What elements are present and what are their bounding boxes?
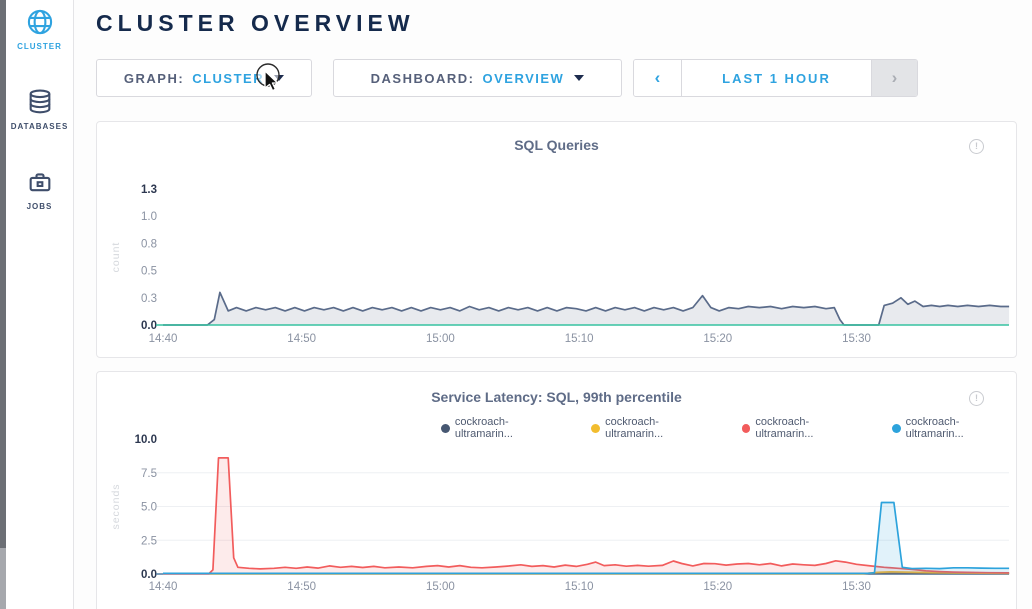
legend-item[interactable]: cockroach-ultramarin... bbox=[591, 416, 715, 440]
x-tick-label: 15:00 bbox=[426, 581, 455, 593]
series-area bbox=[163, 502, 1010, 574]
x-tick-label: 15:20 bbox=[703, 333, 732, 345]
globe-icon bbox=[27, 9, 52, 35]
service-latency-chart: 0.0 2.5 5.0 7.5 10.0 14:40 14:50 15:00 15:10 15:2… bbox=[110, 434, 1010, 593]
y-tick-label: 0.5 bbox=[141, 266, 157, 278]
y-tick-label: 1.0 bbox=[141, 211, 157, 223]
legend-dot-red bbox=[741, 423, 751, 433]
sidebar: CLUSTER DATABASES JOBS bbox=[6, 0, 74, 609]
y-tick-label: 1.3 bbox=[141, 184, 157, 196]
scrollbar-thumb[interactable] bbox=[0, 0, 6, 548]
legend-item[interactable]: cockroach-ultramarin... bbox=[741, 416, 866, 440]
y-axis-name: count bbox=[110, 242, 122, 273]
x-tick-label: 15:10 bbox=[565, 581, 594, 593]
info-icon[interactable]: ! bbox=[969, 391, 984, 406]
x-tick-label: 14:50 bbox=[287, 333, 316, 345]
x-tick-label: 14:40 bbox=[149, 581, 178, 593]
briefcase-icon bbox=[29, 173, 50, 192]
chart-title-service-latency: Service Latency: SQL, 99th percentile bbox=[431, 389, 682, 405]
dashboard-dropdown-value: OVERVIEW bbox=[482, 70, 565, 86]
chevron-down-icon bbox=[574, 75, 585, 81]
x-tick-label: 15:20 bbox=[703, 581, 732, 593]
chart-title-sql-queries: SQL Queries bbox=[514, 137, 599, 153]
series-line bbox=[163, 457, 1010, 575]
sidebar-item-jobs[interactable]: JOBS bbox=[6, 168, 73, 211]
info-icon[interactable]: ! bbox=[969, 139, 984, 154]
chart-legend: cockroach-ultramarin... cockroach-ultram… bbox=[441, 416, 1016, 440]
graph-dropdown-label: GRAPH: bbox=[123, 70, 185, 86]
x-tick-label: 15:10 bbox=[565, 333, 594, 345]
sql-queries-panel: SQL Queries ! 0.0 0.3 0.5 0.8 1.0 1.3 14:40 14:… bbox=[96, 121, 1017, 358]
sidebar-item-databases[interactable]: DATABASES bbox=[6, 88, 73, 131]
x-tick-label: 15:30 bbox=[842, 333, 871, 345]
sidebar-item-cluster[interactable]: CLUSTER bbox=[6, 8, 73, 51]
sidebar-item-label: CLUSTER bbox=[17, 42, 62, 51]
time-range-label[interactable]: LAST 1 HOUR bbox=[722, 70, 831, 86]
graph-dropdown[interactable]: GRAPH: CLUSTER bbox=[96, 59, 312, 97]
series-line bbox=[163, 291, 1010, 326]
y-tick-label: 7.5 bbox=[141, 468, 157, 480]
y-tick-label: 5.0 bbox=[141, 502, 157, 514]
legend-item[interactable]: cockroach-ultramarin... bbox=[441, 416, 565, 440]
x-tick-label: 15:30 bbox=[842, 581, 871, 593]
y-tick-label: 0.0 bbox=[141, 320, 157, 332]
dashboard-dropdown[interactable]: DASHBOARD: OVERVIEW bbox=[333, 59, 622, 97]
sidebar-item-label: DATABASES bbox=[10, 122, 69, 131]
dashboard-dropdown-label: DASHBOARD: bbox=[370, 70, 475, 86]
legend-dot-navy bbox=[441, 423, 450, 433]
x-tick-label: 14:50 bbox=[287, 581, 316, 593]
chevron-down-icon bbox=[274, 75, 285, 81]
left-scrollbar[interactable] bbox=[0, 0, 6, 609]
series-area bbox=[163, 292, 1010, 325]
y-tick-label: 2.5 bbox=[141, 535, 157, 547]
y-axis-name: seconds bbox=[110, 483, 122, 529]
legend-dot-blue bbox=[891, 423, 901, 433]
service-latency-panel: Service Latency: SQL, 99th percentile ! … bbox=[96, 371, 1017, 609]
time-next-button[interactable]: › bbox=[871, 60, 917, 96]
databases-icon bbox=[29, 89, 50, 114]
graph-dropdown-value: CLUSTER bbox=[192, 70, 265, 86]
y-tick-label: 0.3 bbox=[141, 293, 157, 305]
legend-item[interactable]: cockroach-ultramarin... bbox=[891, 416, 1016, 440]
y-tick-label: 10.0 bbox=[135, 434, 157, 446]
sql-queries-chart: 0.0 0.3 0.5 0.8 1.0 1.3 14:40 14:50 15:00 15:10 15… bbox=[110, 184, 1010, 345]
page-title: CLUSTER OVERVIEW bbox=[96, 10, 415, 36]
y-tick-label: 0.0 bbox=[141, 569, 157, 581]
x-tick-label: 14:40 bbox=[149, 333, 178, 345]
y-tick-label: 0.8 bbox=[141, 238, 157, 250]
time-range-selector: ‹ LAST 1 HOUR › bbox=[633, 59, 918, 97]
time-prev-button[interactable]: ‹ bbox=[634, 60, 682, 96]
legend-dot-yellow bbox=[591, 423, 601, 433]
sidebar-item-label: JOBS bbox=[26, 202, 53, 211]
series-line bbox=[163, 501, 1010, 575]
x-tick-label: 15:00 bbox=[426, 333, 455, 345]
